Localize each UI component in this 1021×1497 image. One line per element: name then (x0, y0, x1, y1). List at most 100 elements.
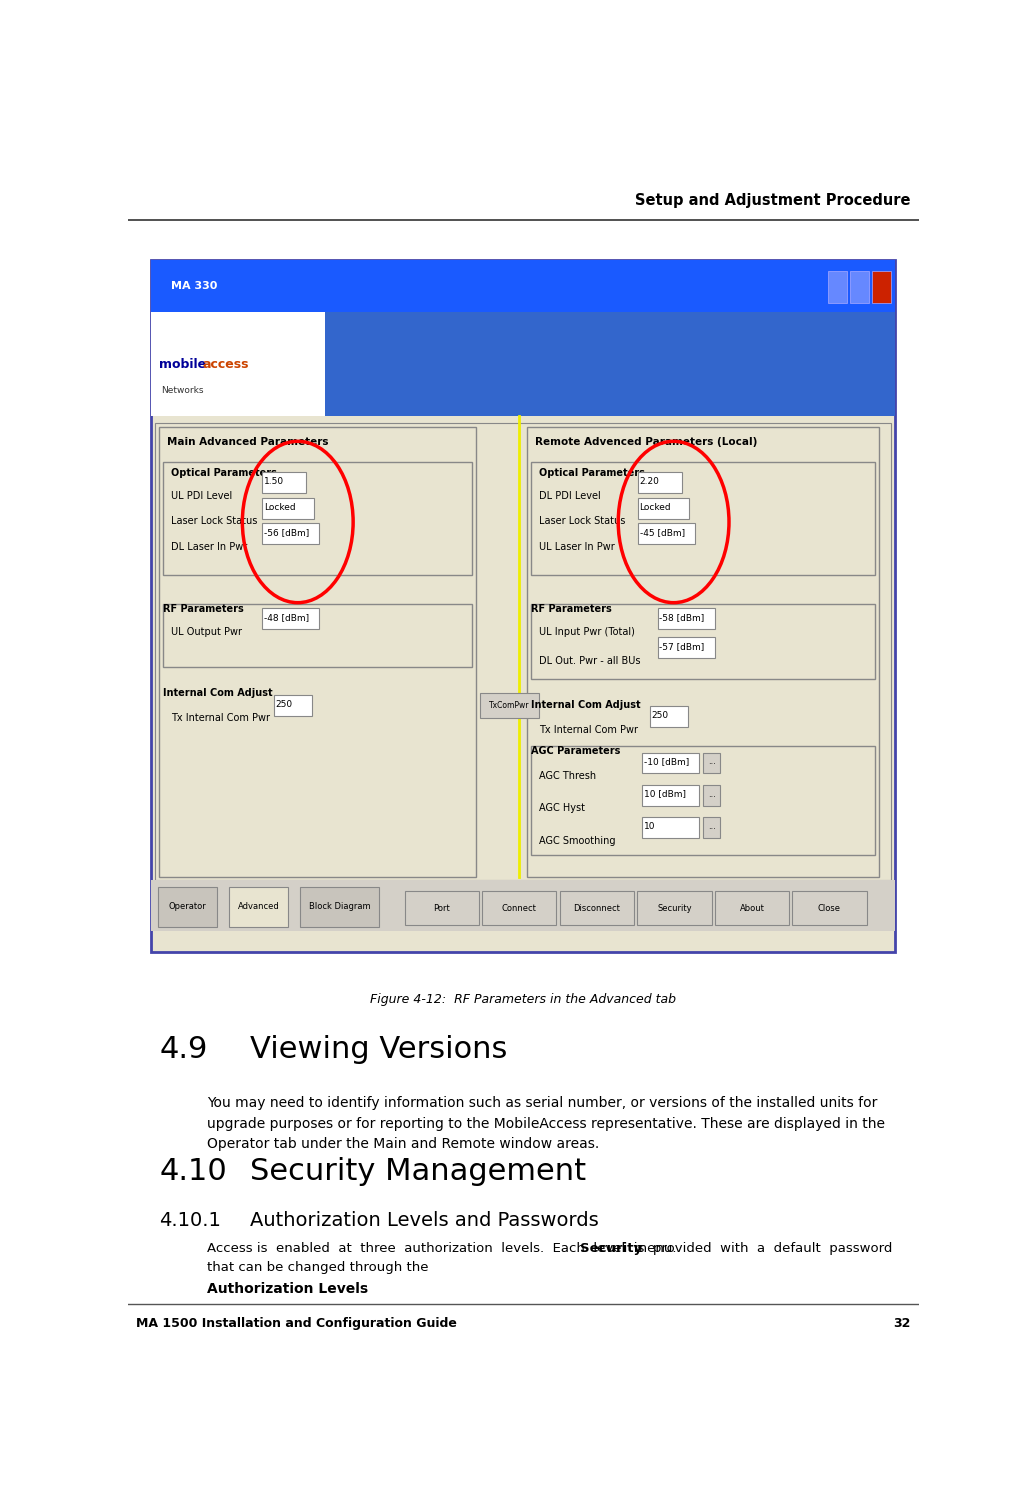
Text: UL PDI Level: UL PDI Level (172, 491, 233, 501)
Text: DL Out. Pwr - all BUs: DL Out. Pwr - all BUs (539, 656, 640, 666)
Text: ...: ... (708, 822, 716, 831)
Text: -45 [dBm]: -45 [dBm] (639, 528, 685, 537)
Text: About: About (739, 904, 765, 913)
Bar (531, 746, 875, 855)
Text: Internal Com Adjust: Internal Com Adjust (531, 699, 641, 710)
Bar (480, 693, 539, 719)
Text: Locked: Locked (639, 503, 671, 512)
Text: 250: 250 (276, 699, 293, 708)
Text: Connect: Connect (502, 904, 537, 913)
Bar (702, 817, 720, 838)
Text: 10: 10 (643, 822, 655, 831)
Text: Setup and Adjustment Procedure: Setup and Adjustment Procedure (635, 193, 911, 208)
Text: RF Parameters: RF Parameters (163, 603, 244, 614)
Bar (151, 880, 895, 931)
Bar (151, 260, 895, 313)
Bar (159, 428, 476, 877)
Text: DL Laser In Pwr: DL Laser In Pwr (172, 542, 247, 551)
Text: Internal Com Adjust: Internal Com Adjust (163, 689, 273, 698)
Text: Figure 4-12:  RF Parameters in the Advanced tab: Figure 4-12: RF Parameters in the Advanc… (371, 994, 676, 1006)
Text: 4.9: 4.9 (159, 1034, 207, 1064)
Bar (300, 888, 379, 927)
Bar (274, 695, 312, 716)
Bar (163, 603, 472, 668)
Text: Remote Advenced Parameters (Local): Remote Advenced Parameters (Local) (535, 437, 758, 446)
Bar (527, 428, 879, 877)
Text: 4.10.1: 4.10.1 (159, 1211, 222, 1231)
Bar (262, 499, 313, 518)
Bar (560, 891, 634, 925)
Text: MA 330: MA 330 (172, 280, 217, 290)
Text: 10 [dBm]: 10 [dBm] (643, 789, 685, 798)
Text: Disconnect: Disconnect (574, 904, 621, 913)
Text: You may need to identify information such as serial number, or versions of the i: You may need to identify information suc… (206, 1096, 885, 1151)
Bar (792, 891, 867, 925)
Text: 4.10: 4.10 (159, 1157, 227, 1186)
Text: TxComPwr: TxComPwr (489, 701, 530, 710)
Text: Optical Parameters: Optical Parameters (539, 469, 645, 478)
Bar (163, 463, 472, 575)
Text: 1.50: 1.50 (263, 478, 284, 487)
Bar (157, 888, 217, 927)
Bar (715, 891, 789, 925)
Text: AGC Parameters: AGC Parameters (531, 746, 621, 756)
Text: mobile: mobile (159, 358, 206, 371)
Text: Port: Port (433, 904, 450, 913)
Bar (638, 522, 695, 543)
Text: -56 [dBm]: -56 [dBm] (263, 528, 309, 537)
Text: -10 [dBm]: -10 [dBm] (643, 757, 689, 766)
Bar (531, 603, 875, 678)
Text: Authorization Levels: Authorization Levels (206, 1281, 368, 1295)
Text: UL Laser In Pwr: UL Laser In Pwr (539, 542, 615, 551)
Text: AGC Thresh: AGC Thresh (539, 771, 596, 781)
Text: Access is  enabled  at  three  authorization  levels.  Each  level  is  provided: Access is enabled at three authorization… (206, 1243, 892, 1274)
Bar (642, 784, 699, 805)
Bar (642, 817, 699, 838)
Bar (828, 271, 846, 302)
Bar (531, 463, 875, 575)
Text: AGC Smoothing: AGC Smoothing (539, 835, 616, 846)
Text: Security: Security (580, 1243, 642, 1256)
Text: Laser Lock Status: Laser Lock Status (172, 516, 257, 527)
Bar (642, 753, 699, 774)
Text: UL Input Pwr (Total): UL Input Pwr (Total) (539, 627, 635, 636)
Bar (262, 608, 320, 629)
Text: DL PDI Level: DL PDI Level (539, 491, 600, 501)
Text: UL Output Pwr: UL Output Pwr (172, 627, 242, 636)
Text: ...: ... (708, 757, 716, 766)
Text: Authorization Levels and Passwords: Authorization Levels and Passwords (250, 1211, 599, 1231)
Bar (658, 608, 715, 629)
Text: Advanced: Advanced (238, 903, 280, 912)
Text: Tx Internal Com Pwr: Tx Internal Com Pwr (539, 725, 638, 735)
Bar (151, 313, 326, 416)
Bar (262, 473, 305, 493)
Bar (151, 260, 895, 952)
Text: Locked: Locked (263, 503, 295, 512)
Text: Block Diagram: Block Diagram (309, 903, 371, 912)
Text: Networks: Networks (161, 386, 203, 395)
Bar (850, 271, 869, 302)
Bar (482, 891, 556, 925)
Bar (702, 753, 720, 774)
Bar (638, 499, 689, 518)
Text: AGC Hyst: AGC Hyst (539, 804, 585, 813)
Text: ...: ... (708, 789, 716, 798)
Text: 2.20: 2.20 (639, 478, 660, 487)
Bar (649, 707, 688, 728)
Text: Security: Security (658, 904, 691, 913)
Bar (872, 271, 891, 302)
Text: Viewing Versions: Viewing Versions (250, 1034, 507, 1064)
Bar (155, 422, 891, 880)
Bar (151, 313, 895, 416)
Text: 250: 250 (651, 711, 669, 720)
Bar (262, 522, 320, 543)
Bar (638, 473, 682, 493)
Text: MA 1500 Installation and Configuration Guide: MA 1500 Installation and Configuration G… (136, 1317, 456, 1331)
Text: access: access (203, 358, 249, 371)
Text: Close: Close (818, 904, 841, 913)
Bar (229, 888, 288, 927)
Text: Optical Parameters: Optical Parameters (172, 469, 277, 478)
Bar (637, 891, 712, 925)
Text: 32: 32 (893, 1317, 911, 1331)
Text: Operator: Operator (168, 903, 206, 912)
